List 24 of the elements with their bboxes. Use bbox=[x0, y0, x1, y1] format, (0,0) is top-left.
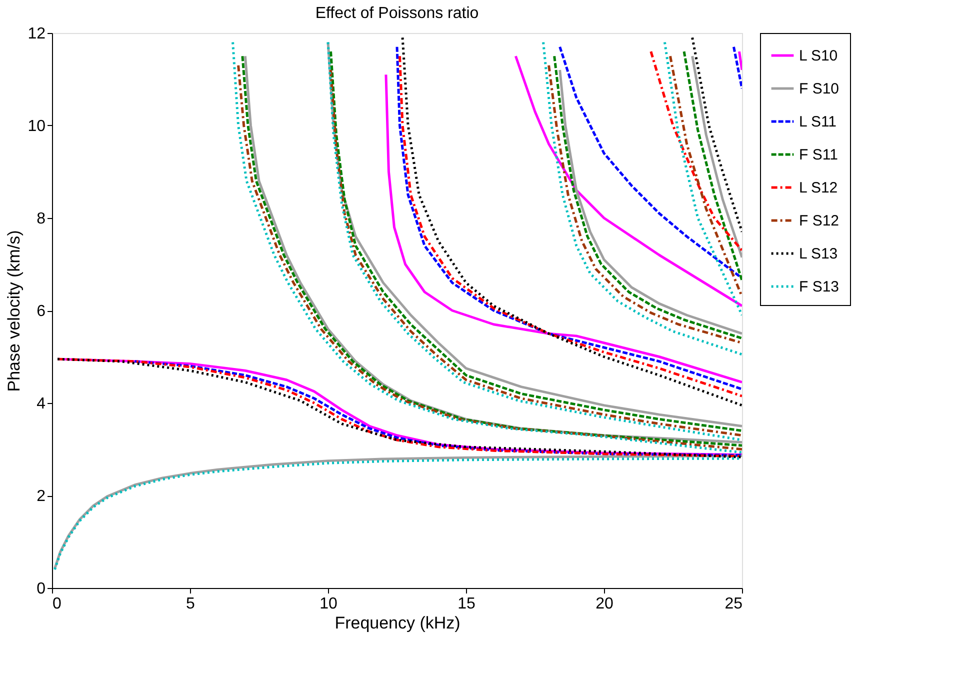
x-axis-title: Frequency (kHz) bbox=[334, 614, 460, 632]
legend-label: L S12 bbox=[799, 180, 838, 196]
y-tick-label: 12 bbox=[28, 26, 46, 42]
x-tick-label: 20 bbox=[596, 596, 614, 612]
y-tick-label: 8 bbox=[36, 210, 46, 228]
x-tick-label: 25 bbox=[724, 596, 743, 612]
y-tick-label: 10 bbox=[28, 118, 46, 135]
legend-label: F S13 bbox=[799, 278, 840, 296]
y-tick-label: 4 bbox=[36, 396, 46, 412]
x-tick-label: 10 bbox=[320, 596, 338, 612]
y-tick-label: 0 bbox=[36, 580, 46, 598]
y-tick-label: 2 bbox=[36, 488, 46, 505]
legend-label: F S12 bbox=[799, 212, 840, 230]
x-tick-label: 15 bbox=[458, 596, 476, 612]
y-tick-label: 6 bbox=[36, 303, 46, 320]
x-tick-label: 5 bbox=[186, 596, 196, 612]
legend-label: F S10 bbox=[799, 80, 840, 98]
y-axis-title: Phase velocity (km/s) bbox=[4, 230, 24, 392]
chart-title: Effect of Poissons ratio bbox=[315, 5, 479, 22]
legend-label: L S11 bbox=[799, 114, 837, 130]
x-tick-label: 0 bbox=[52, 596, 62, 612]
legend-label: L S10 bbox=[799, 48, 838, 64]
legend-label: L S13 bbox=[799, 246, 838, 262]
legend-label: F S11 bbox=[799, 146, 838, 164]
